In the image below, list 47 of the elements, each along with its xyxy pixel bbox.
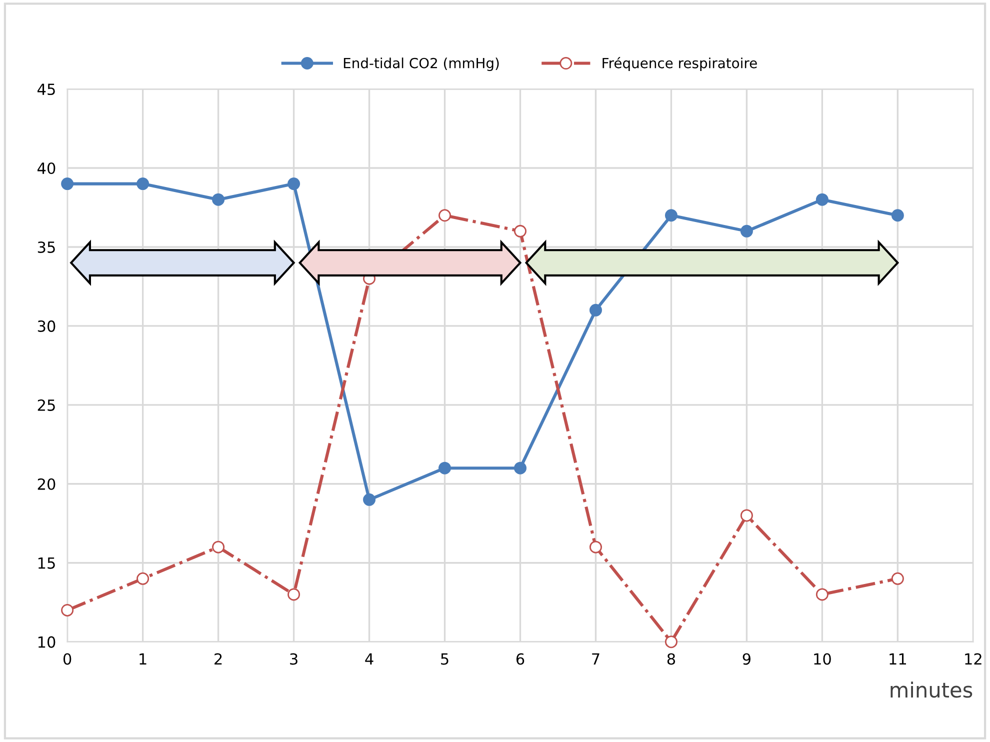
point: [514, 462, 526, 474]
legend-label: Fréquence respiratoire: [602, 57, 757, 72]
x-tick-label: 10: [814, 653, 831, 665]
y-tick-label: 15: [38, 558, 55, 569]
y-tick-label: 20: [38, 478, 56, 490]
point: [136, 178, 150, 190]
point: [664, 636, 678, 648]
x-tick-label: 11: [890, 653, 906, 665]
x-tick-label: 8: [667, 653, 676, 665]
point: [363, 493, 376, 506]
point: [740, 509, 753, 522]
point: [61, 178, 74, 190]
x-tick-label: 6: [516, 653, 524, 665]
point: [438, 209, 452, 222]
x-tick-label: 5: [441, 653, 448, 665]
point: [288, 178, 300, 190]
point: [891, 572, 904, 585]
point: [740, 224, 753, 238]
x-tick-label: 2: [214, 653, 222, 665]
point: [589, 304, 602, 316]
x-tick-label: 4: [365, 653, 374, 665]
x-tick-label: 1: [140, 653, 146, 665]
x-tick-label: 0: [63, 653, 72, 665]
point: [816, 588, 828, 601]
point: [212, 193, 225, 206]
point: [891, 209, 904, 222]
x-tick-label: 12: [965, 653, 982, 665]
y-tick-label: 45: [38, 84, 55, 96]
y-tick-label: 30: [38, 320, 56, 332]
point: [589, 540, 602, 554]
point: [514, 224, 526, 238]
point: [664, 209, 678, 222]
point: [136, 572, 150, 585]
x-tick-label: 7: [592, 653, 600, 665]
x-tick-label: 9: [742, 653, 750, 665]
point: [438, 462, 452, 474]
point: [212, 540, 225, 554]
legend-label: End-tidal CO2 (mmHg): [344, 58, 499, 72]
point: [288, 588, 300, 601]
x-axis-title: minutes: [890, 682, 972, 698]
point: [61, 604, 74, 616]
y-tick-label: 40: [38, 162, 56, 174]
y-tick-label: 35: [38, 241, 55, 253]
y-tick-label: 25: [38, 399, 55, 411]
point: [816, 193, 828, 206]
x-tick-label: 3: [290, 653, 298, 665]
y-tick-label: 10: [38, 636, 56, 648]
